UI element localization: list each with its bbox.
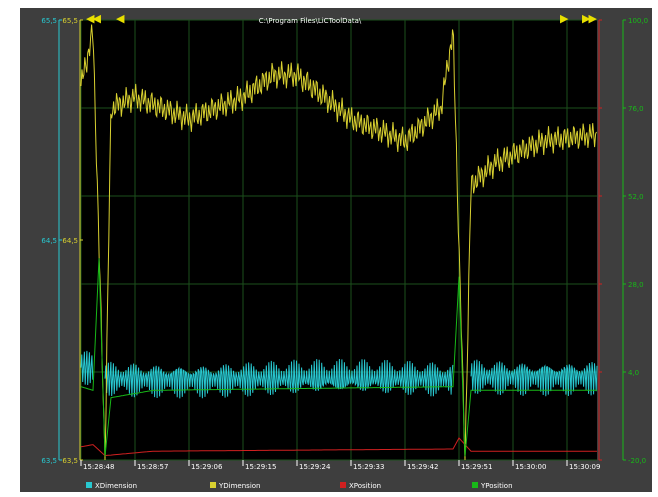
x-tick-label: 15:28:57 [137,463,168,471]
legend-swatch [340,482,346,488]
ypos-tick-label: 4,0 [628,369,639,377]
legend-label: YPosition [480,482,513,490]
xdimension-line [80,350,94,386]
x-tick-label: 15:30:00 [515,463,546,471]
yposition-line [80,258,597,457]
forward-button[interactable]: ▶ [560,12,569,25]
data-path-label: C:\Program Files\LiCToolData\ [258,17,362,25]
x-tick-label: 15:29:24 [299,463,331,471]
rewind-button[interactable]: ◀ [116,12,125,25]
forward-fast-button[interactable]: ▶▶ [582,12,597,25]
legend-label: XPosition [349,482,381,490]
legend-label: XDimension [95,482,137,490]
ypos-tick-label: 28,0 [628,281,644,289]
ydim-tick-label: 64,5 [62,237,78,245]
plot-area [81,20,597,460]
legend-swatch [210,482,216,488]
x-tick-label: 15:29:15 [245,463,276,471]
xdim-tick-label: 63,5 [41,457,57,465]
ydimension-line [80,24,597,461]
xdimension-line [104,358,454,399]
x-tick-label: 15:29:06 [191,463,223,471]
chart-svg: 63,5 64,5 65,5 63,5 64,5 65,5 -20,0 4,0 28,0 52,0… [41,17,648,490]
legend-swatch [86,482,92,488]
ypos-tick-label: 100,0 [628,17,648,25]
legend-swatch [472,482,478,488]
x-tick-label: 15:28:48 [83,463,114,471]
rewind-fast-button[interactable]: ◀◀ [86,12,101,25]
chart-window: 63,5 64,5 65,5 63,5 64,5 65,5 -20,0 4,0 28,0 52,0… [20,8,652,492]
xdimension-line [470,359,598,397]
xposition-line [80,437,597,457]
legend-label: YDimension [218,482,260,490]
xdim-tick-label: 65,5 [41,17,57,25]
x-tick-label: 15:30:09 [569,463,600,471]
xdim-tick-label: 64,5 [41,237,57,245]
ydim-tick-label: 65,5 [62,17,78,25]
ydim-tick-label: 63,5 [62,457,78,465]
ypos-tick-label: 52,0 [628,193,644,201]
ypos-tick-label: -20,0 [628,457,646,465]
ypos-tick-label: 76,0 [628,105,644,113]
x-tick-label: 15:29:51 [461,463,492,471]
x-tick-label: 15:29:42 [407,463,438,471]
x-tick-label: 15:29:33 [353,463,384,471]
